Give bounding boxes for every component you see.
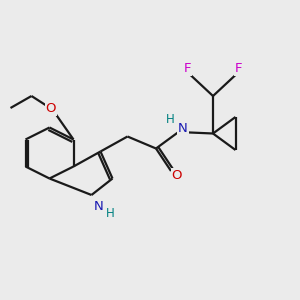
Text: O: O [46, 102, 56, 116]
Text: N: N [94, 200, 104, 213]
Text: F: F [235, 62, 242, 75]
Text: O: O [172, 169, 182, 182]
Text: N: N [178, 122, 188, 135]
Text: H: H [166, 113, 175, 126]
Text: F: F [184, 62, 191, 75]
Text: H: H [106, 207, 115, 220]
